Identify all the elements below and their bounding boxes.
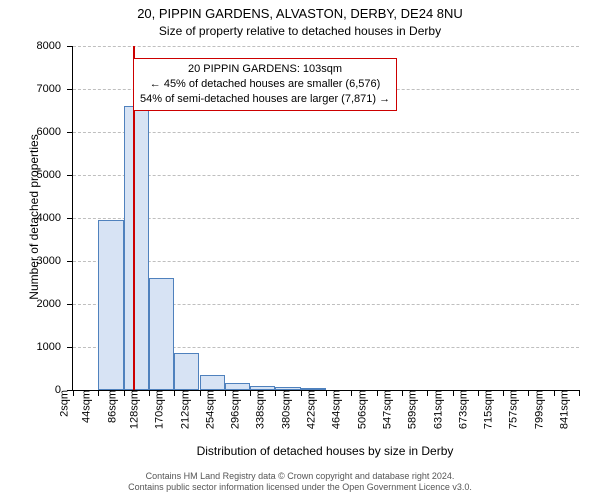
- gridline-h: [73, 218, 579, 219]
- histogram-bar: [98, 220, 123, 390]
- x-tick-label: 86sqm: [96, 390, 118, 423]
- histogram-bar: [174, 353, 199, 390]
- footer-attribution: Contains HM Land Registry data © Crown c…: [0, 471, 600, 494]
- y-tick-label: 5000: [37, 169, 73, 181]
- x-tick-label: 170sqm: [144, 390, 166, 429]
- x-tick-label: 296sqm: [220, 390, 242, 429]
- footer-line2: Contains public sector information licen…: [128, 482, 472, 492]
- y-axis-label: Number of detached properties: [27, 117, 41, 317]
- histogram-bar: [149, 278, 174, 390]
- y-tick-label: 4000: [37, 212, 73, 224]
- x-tick-label: 506sqm: [346, 390, 368, 429]
- chart-title-line2: Size of property relative to detached ho…: [0, 24, 600, 38]
- annotation-line2: ← 45% of detached houses are smaller (6,…: [150, 78, 381, 90]
- gridline-h: [73, 132, 579, 133]
- footer-line1: Contains HM Land Registry data © Crown c…: [146, 471, 455, 481]
- y-tick-label: 8000: [37, 40, 73, 52]
- x-tick-mark: [579, 390, 580, 396]
- x-tick-label: 757sqm: [498, 390, 520, 429]
- x-tick-label: 338sqm: [245, 390, 267, 429]
- y-tick-label: 3000: [37, 255, 73, 267]
- x-tick-label: 631sqm: [422, 390, 444, 429]
- x-tick-label: 841sqm: [548, 390, 570, 429]
- gridline-h: [73, 175, 579, 176]
- x-tick-label: 44sqm: [71, 390, 93, 423]
- x-tick-label: 212sqm: [169, 390, 191, 429]
- chart-container: 20, PIPPIN GARDENS, ALVASTON, DERBY, DE2…: [0, 0, 600, 500]
- x-tick-label: 589sqm: [397, 390, 419, 429]
- y-tick-label: 6000: [37, 126, 73, 138]
- annotation-line3: 54% of semi-detached houses are larger (…: [140, 93, 390, 105]
- annotation-box: 20 PIPPIN GARDENS: 103sqm ← 45% of detach…: [133, 58, 397, 111]
- annotation-line1: 20 PIPPIN GARDENS: 103sqm: [188, 63, 342, 75]
- y-tick-label: 1000: [37, 341, 73, 353]
- x-tick-label: 673sqm: [447, 390, 469, 429]
- y-tick-label: 2000: [37, 298, 73, 310]
- x-tick-label: 799sqm: [523, 390, 545, 429]
- x-tick-label: 128sqm: [118, 390, 140, 429]
- histogram-bar: [225, 383, 250, 390]
- plot-area: 0100020003000400050006000700080002sqm44s…: [72, 46, 579, 391]
- x-axis-label: Distribution of detached houses by size …: [72, 444, 578, 458]
- x-tick-label: 422sqm: [295, 390, 317, 429]
- histogram-bar: [200, 375, 225, 390]
- y-tick-label: 7000: [37, 83, 73, 95]
- chart-title-line1: 20, PIPPIN GARDENS, ALVASTON, DERBY, DE2…: [0, 6, 600, 21]
- x-tick-label: 547sqm: [371, 390, 393, 429]
- x-tick-label: 380sqm: [270, 390, 292, 429]
- x-tick-label: 464sqm: [321, 390, 343, 429]
- x-tick-label: 715sqm: [473, 390, 495, 429]
- gridline-h: [73, 261, 579, 262]
- x-tick-label: 2sqm: [49, 390, 71, 417]
- x-tick-label: 254sqm: [194, 390, 216, 429]
- histogram-bar: [124, 106, 149, 390]
- gridline-h: [73, 46, 579, 47]
